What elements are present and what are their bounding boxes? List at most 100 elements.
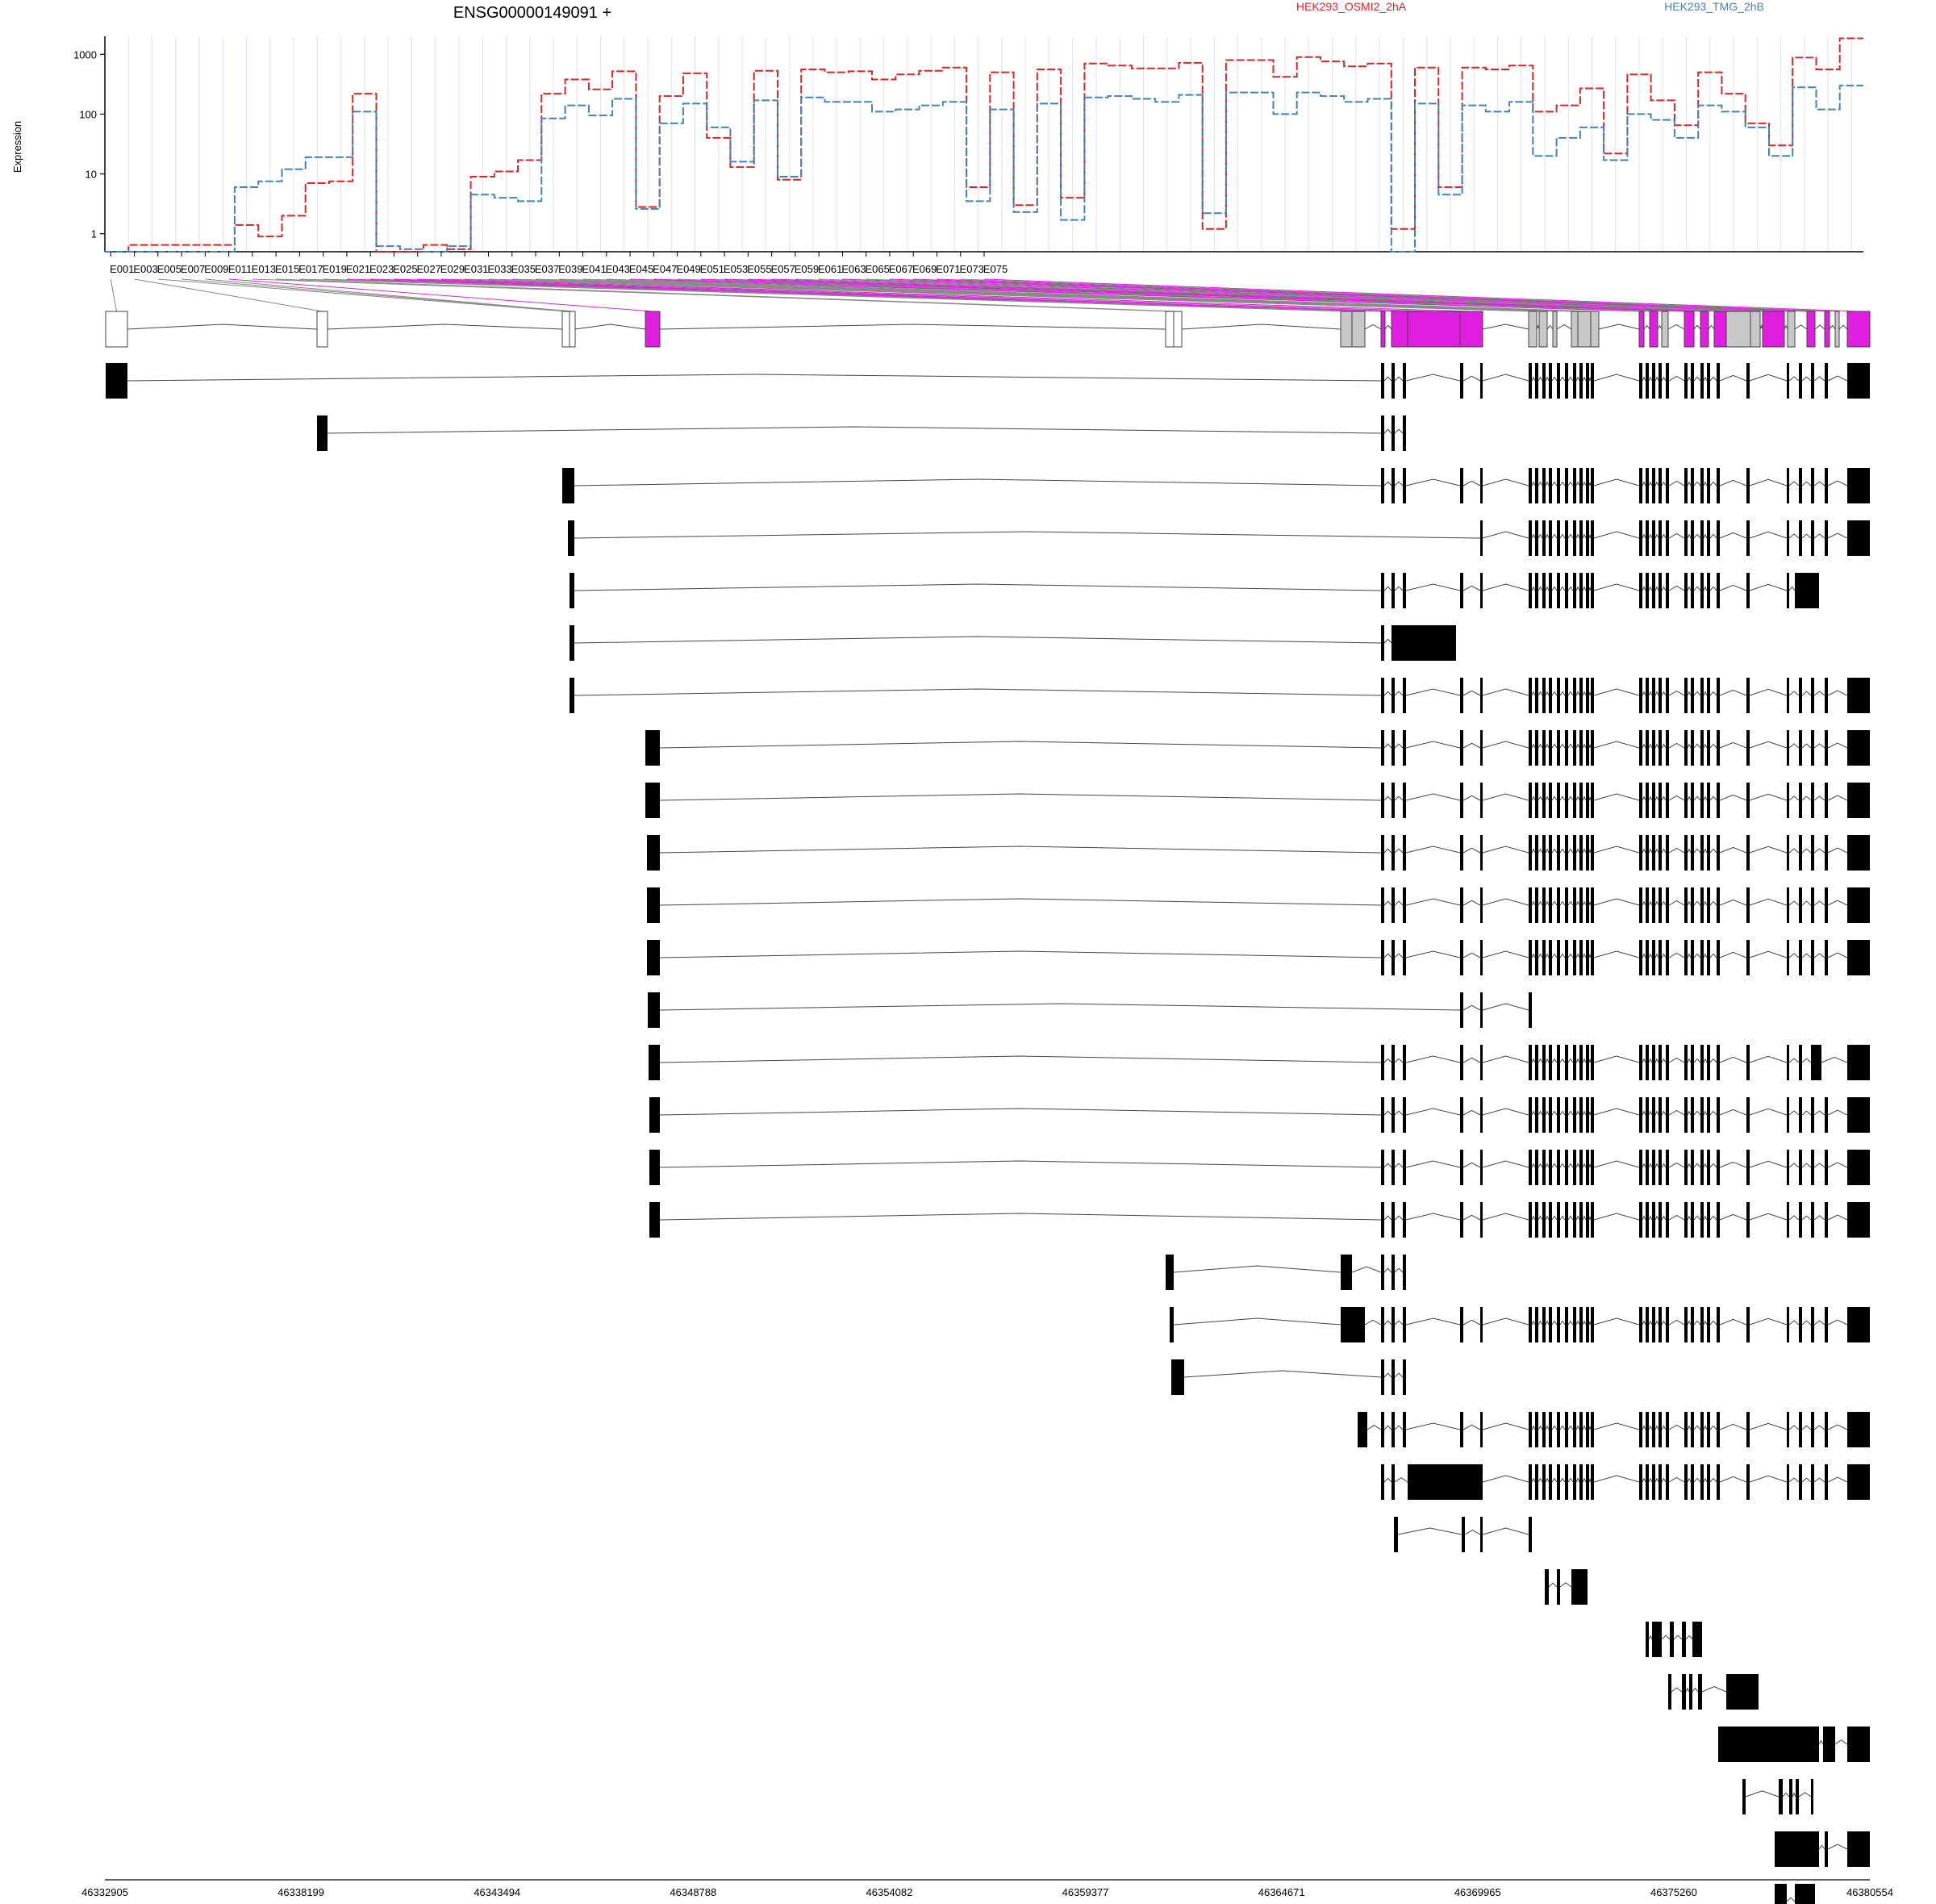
transcript-exon	[1684, 887, 1688, 923]
transcript-exon	[1652, 1307, 1655, 1342]
transcript-intron	[1642, 481, 1646, 486]
transcript-exon	[1666, 1412, 1669, 1447]
transcript-intron	[1745, 1790, 1780, 1798]
exon-tick-label: E043	[606, 263, 630, 275]
transcript-intron	[1661, 1110, 1667, 1116]
transcript-intron	[1709, 1110, 1717, 1116]
transcript-exon	[1787, 520, 1789, 556]
transcript-exon	[1591, 1307, 1594, 1342]
transcript-intron	[1567, 1215, 1574, 1221]
transcript-exon	[1565, 1202, 1568, 1238]
transcript-intron	[1801, 848, 1812, 854]
transcript-intron	[1545, 1058, 1550, 1063]
transcript-exon	[1700, 940, 1704, 975]
transcript-exon	[1381, 1307, 1384, 1342]
transcript-exon	[1535, 573, 1538, 608]
transcript-intron	[1654, 533, 1659, 539]
transcript-exon	[1646, 1150, 1649, 1185]
transcript-intron	[1703, 376, 1708, 382]
transcript-track	[647, 940, 1870, 975]
transcript-exon	[1586, 1202, 1589, 1238]
transcript-exon	[1825, 730, 1828, 766]
transcript-exon	[1586, 1307, 1589, 1342]
transcript-exon	[1392, 1359, 1395, 1395]
transcript-exon	[1565, 678, 1568, 713]
transcript-exon	[1579, 678, 1583, 713]
transcript-exon	[1707, 1150, 1710, 1185]
exon-connector	[582, 278, 1585, 312]
exon-connector	[134, 278, 323, 312]
transcript-track	[647, 835, 1870, 871]
transcript-exon	[1565, 1150, 1568, 1185]
transcript-intron	[1749, 846, 1788, 854]
chart-title: ENSG00000149091 +	[453, 4, 611, 22]
transcript-track	[649, 1097, 1870, 1133]
transcript-intron	[1567, 1477, 1574, 1483]
transcript-intron	[574, 478, 1382, 486]
transcript-exon	[1707, 730, 1710, 766]
transcript-intron	[1383, 1267, 1392, 1273]
transcript-intron	[1668, 900, 1685, 906]
transcript-intron	[1551, 900, 1558, 906]
transcript-exon	[1542, 1307, 1546, 1342]
transcript-exon	[1646, 1464, 1649, 1500]
gene-model-intron	[327, 324, 563, 330]
transcript-intron	[1719, 689, 1747, 696]
transcript-intron	[1661, 376, 1667, 382]
transcript-intron	[1801, 743, 1812, 749]
transcript-exon	[1542, 573, 1546, 608]
transcript-exon	[1579, 1202, 1583, 1238]
transcript-intron	[1703, 481, 1708, 486]
transcript-exon	[1707, 940, 1710, 975]
transcript-exon	[1787, 1307, 1789, 1342]
transcript-intron	[127, 374, 1382, 382]
transcript-exon	[1573, 1412, 1576, 1447]
transcript-intron	[1383, 795, 1392, 801]
transcript-intron	[659, 793, 1382, 801]
transcript-intron	[1559, 1163, 1566, 1168]
transcript-intron	[1673, 1635, 1683, 1640]
transcript-exon	[1460, 678, 1463, 713]
transcript-intron	[1531, 1110, 1536, 1116]
genomic-tick-label: 46369965	[1454, 1886, 1501, 1898]
transcript-exon	[1639, 940, 1642, 975]
gene-model-intron	[1598, 324, 1640, 330]
transcript-exon	[1707, 1202, 1710, 1238]
transcript-intron	[1567, 1110, 1574, 1116]
transcript-intron	[1545, 376, 1550, 382]
exon-tick-label: E051	[700, 263, 724, 275]
transcript-exon	[1579, 573, 1583, 608]
transcript-exon	[1557, 783, 1560, 818]
exon-connector	[228, 278, 653, 312]
transcript-intron	[1593, 1317, 1640, 1326]
transcript-intron	[1827, 690, 1848, 696]
transcript-exon	[645, 730, 660, 766]
gene-model-intron	[1181, 324, 1341, 330]
gene-model-exon	[1459, 311, 1483, 348]
transcript-intron	[1661, 1635, 1671, 1640]
transcript-intron	[1405, 1213, 1461, 1221]
transcript-exon	[1586, 1412, 1589, 1447]
transcript-exon	[570, 625, 574, 661]
transcript-intron	[1383, 1372, 1392, 1378]
gene-model-exon	[1538, 311, 1548, 348]
transcript-exon	[1847, 1464, 1870, 1500]
gene-model-exon	[1173, 311, 1183, 348]
transcript-intron	[1693, 743, 1701, 749]
transcript-exon	[1392, 1412, 1395, 1447]
transcript-exon	[1586, 1097, 1589, 1133]
transcript-intron	[1588, 1321, 1592, 1326]
transcript-exon	[1666, 1202, 1669, 1238]
transcript-exon	[1787, 1412, 1789, 1447]
transcript-intron	[1648, 691, 1653, 696]
transcript-intron	[1593, 846, 1640, 854]
transcript-intron	[1567, 1320, 1574, 1326]
transcript-intron	[1551, 795, 1558, 801]
transcript-intron	[1538, 953, 1543, 958]
transcript-intron	[1482, 1475, 1529, 1483]
transcript-exon	[1652, 520, 1655, 556]
transcript-exon	[1565, 887, 1568, 923]
transcript-exon	[1691, 783, 1694, 818]
transcript-exon	[1586, 783, 1589, 818]
